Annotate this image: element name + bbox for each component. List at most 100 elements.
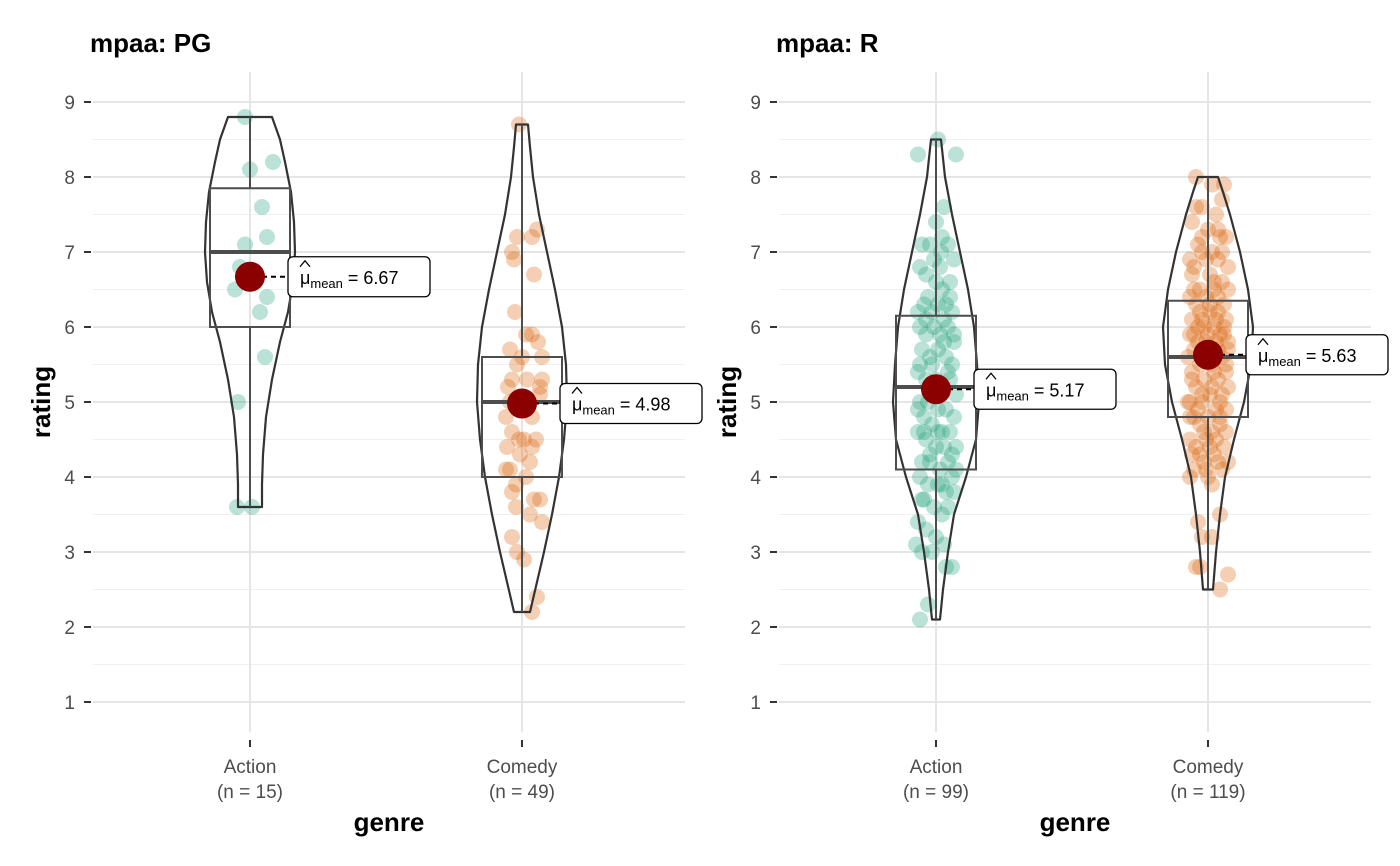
- data-point: [924, 416, 940, 433]
- data-point: [1184, 266, 1200, 283]
- y-tick-label: 8: [750, 168, 761, 189]
- data-point: [1206, 446, 1222, 463]
- data-point: [265, 154, 281, 170]
- category-action: μmean = 6.67 Action (n = 15): [203, 109, 431, 803]
- data-point: [914, 454, 930, 470]
- y-tick-label: 7: [64, 243, 75, 264]
- data-point: [259, 229, 275, 245]
- x-tick-n-label: (n = 15): [217, 782, 283, 803]
- y-axis-title: rating: [712, 366, 742, 438]
- data-point: [930, 401, 946, 418]
- mean-symbol: μ: [300, 268, 310, 288]
- data-point: [1218, 229, 1234, 245]
- mean-value: 5.17: [1049, 380, 1084, 400]
- mean-equals: =: [1029, 380, 1050, 400]
- data-point: [1220, 379, 1236, 395]
- data-point: [926, 499, 942, 515]
- data-point: [1184, 214, 1200, 230]
- data-point: [942, 424, 958, 440]
- data-point: [512, 446, 528, 463]
- data-point: [944, 559, 960, 575]
- data-point: [922, 236, 938, 253]
- x-axis-title: genre: [1040, 807, 1111, 837]
- mean-equals: =: [343, 268, 364, 288]
- data-point: [930, 424, 946, 440]
- data-point: [948, 386, 964, 403]
- y-tick-label: 1: [750, 693, 761, 714]
- data-point: [526, 266, 542, 283]
- x-tick-label: Comedy: [1173, 757, 1244, 778]
- y-axis-title: rating: [26, 366, 56, 438]
- mean-subscript: mean: [1268, 354, 1301, 369]
- data-point: [1216, 439, 1232, 455]
- mean-label-box: [559, 382, 703, 425]
- y-tick-label: 2: [64, 618, 75, 639]
- y-tick-label: 9: [750, 93, 761, 114]
- data-point: [946, 409, 962, 425]
- data-point: [508, 476, 524, 493]
- violin-outline: [1161, 175, 1255, 591]
- data-point: [922, 454, 938, 470]
- data-point: [1194, 311, 1210, 328]
- data-point: [1206, 281, 1222, 298]
- data-point: [1198, 431, 1214, 448]
- data-point: [1190, 514, 1206, 530]
- data-point: [934, 506, 950, 523]
- data-point: [1198, 251, 1214, 268]
- data-point: [1202, 439, 1218, 455]
- data-point: [940, 454, 956, 470]
- data-point: [502, 341, 518, 358]
- mean-hat-icon: [299, 259, 311, 268]
- data-point: [522, 454, 538, 470]
- data-point: [522, 506, 538, 523]
- data-point: [942, 274, 958, 290]
- data-point: [946, 334, 962, 350]
- data-point: [1210, 289, 1226, 305]
- data-point: [916, 424, 932, 440]
- data-point: [1218, 424, 1234, 440]
- data-point: [1220, 334, 1236, 350]
- data-point: [516, 431, 532, 448]
- y-tick-label: 6: [750, 318, 761, 339]
- y-tick-label: 7: [750, 243, 761, 264]
- data-point: [922, 446, 938, 463]
- data-point: [910, 401, 926, 418]
- data-point: [1188, 379, 1204, 395]
- panel-title: mpaa: PG: [90, 28, 211, 58]
- data-point: [908, 536, 924, 553]
- data-point: [1200, 326, 1216, 343]
- data-point: [1204, 379, 1220, 395]
- data-point: [1212, 416, 1228, 433]
- data-point: [1218, 401, 1234, 418]
- data-point: [1220, 281, 1236, 298]
- data-point: [1210, 221, 1226, 238]
- data-point: [948, 439, 964, 455]
- mean-value: 4.98: [635, 395, 670, 415]
- data-point: [1192, 559, 1208, 575]
- data-point: [1218, 311, 1234, 328]
- data-point: [504, 529, 520, 545]
- data-point: [942, 289, 958, 305]
- data-point: [257, 349, 273, 365]
- data-point: [1208, 206, 1224, 223]
- y-tick-label: 5: [750, 393, 761, 414]
- data-point: [914, 341, 930, 358]
- data-point: [1190, 401, 1206, 418]
- violin-outline: [203, 115, 297, 509]
- data-point: [532, 379, 548, 395]
- data-point: [1210, 454, 1226, 470]
- data-point: [508, 499, 524, 515]
- data-point: [1182, 326, 1198, 343]
- data-point: [1180, 394, 1196, 410]
- mean-subscript: mean: [582, 403, 615, 418]
- y-tick-label: 4: [750, 468, 761, 489]
- mean-equals: =: [615, 395, 636, 415]
- y-tick-label: 8: [64, 168, 75, 189]
- data-point: [912, 469, 928, 485]
- data-point: [1208, 431, 1224, 448]
- mean-label: μmean = 5.63: [1258, 346, 1356, 369]
- data-point: [916, 409, 932, 425]
- mean-subscript: mean: [310, 276, 343, 291]
